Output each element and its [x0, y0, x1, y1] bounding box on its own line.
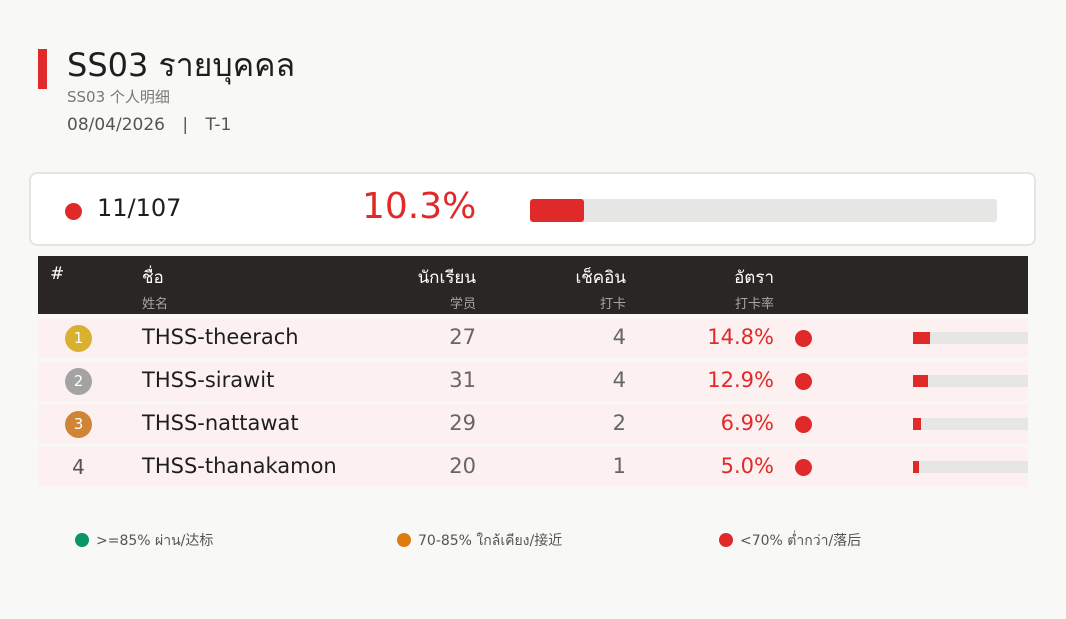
row-rate-fill	[913, 461, 919, 473]
col-rate: อัตรา 打卡率	[674, 264, 774, 312]
legend-label: 70-85% ใกล้เคียง/接近	[418, 533, 563, 549]
legend-dot-red	[719, 533, 733, 547]
col-rate-zh: 打卡率	[734, 297, 774, 312]
row-name: THSS-thanakamon	[142, 454, 337, 478]
row-rate-bar	[913, 375, 1028, 387]
row-checkins: 4	[612, 368, 626, 392]
table-row: 4 THSS-thanakamon 20 1 5.0%	[38, 447, 1028, 487]
col-checkin-th: เช็คอิน	[575, 268, 626, 288]
date-line: 08/04/2026 | T-1	[67, 115, 231, 135]
legend-item-near: 70-85% ใกล้เคียง/接近	[397, 530, 562, 552]
row-rate-fill	[913, 418, 921, 430]
row-students: 29	[449, 411, 476, 435]
rank-number: 4	[72, 455, 85, 479]
row-status-dot	[795, 330, 812, 347]
row-name: THSS-sirawit	[142, 368, 275, 392]
row-status-dot	[795, 459, 812, 476]
row-name: THSS-theerach	[142, 325, 299, 349]
col-checkin-zh: 打卡	[599, 297, 626, 312]
col-name-zh: 姓名	[142, 297, 169, 312]
col-students-zh: 学员	[449, 297, 476, 312]
summary-card: 11/107 10.3%	[29, 172, 1036, 246]
legend-item-pass: >=85% ผ่าน/达标	[75, 530, 213, 552]
title-accent-bar	[38, 49, 47, 89]
summary-percent: 10.3%	[362, 186, 477, 227]
table-row: 3 THSS-nattawat 29 2 6.9%	[38, 404, 1028, 444]
row-status-dot	[795, 373, 812, 390]
col-checkin: เช็คอิน 打卡	[526, 264, 626, 312]
report-date: 08/04/2026	[67, 115, 165, 135]
rank-badge: 3	[65, 411, 92, 438]
row-checkins: 1	[612, 454, 626, 478]
table-row: 1 THSS-theerach 27 4 14.8%	[38, 318, 1028, 358]
row-rate: 14.8%	[707, 325, 774, 349]
row-rate: 6.9%	[720, 411, 774, 435]
col-name-th: ชื่อ	[142, 268, 164, 288]
row-rate: 12.9%	[707, 368, 774, 392]
report-period: T-1	[205, 115, 232, 135]
legend-dot-orange	[397, 533, 411, 547]
row-rate-bar	[913, 461, 1028, 473]
col-name: ชื่อ 姓名	[142, 264, 168, 312]
row-checkins: 2	[612, 411, 626, 435]
summary-progress-bar	[530, 199, 997, 222]
legend-item-behind: <70% ต่ำกว่า/落后	[719, 530, 861, 552]
row-students: 31	[449, 368, 476, 392]
col-students-th: นักเรียน	[417, 268, 476, 288]
legend-dot-green	[75, 533, 89, 547]
row-students: 20	[449, 454, 476, 478]
col-students: นักเรียน 学员	[376, 264, 476, 312]
rank-badge: 2	[65, 368, 92, 395]
summary-progress-fill	[530, 199, 584, 222]
page-title: SS03 รายบุคคล	[67, 46, 296, 84]
col-rank: #	[50, 264, 65, 284]
legend-label: >=85% ผ่าน/达标	[96, 533, 214, 549]
legend-label: <70% ต่ำกว่า/落后	[740, 533, 862, 549]
row-rate-fill	[913, 332, 931, 344]
row-rate-bar	[913, 418, 1028, 430]
row-rate: 5.0%	[720, 454, 774, 478]
summary-status-dot	[65, 203, 82, 220]
row-rate-fill	[913, 375, 928, 387]
rank-badge: 1	[65, 325, 92, 352]
table-header: # ชื่อ 姓名 นักเรียน 学员 เช็คอิน 打卡 อัตรา 打…	[38, 256, 1028, 314]
row-status-dot	[795, 416, 812, 433]
date-separator: |	[182, 115, 189, 135]
row-name: THSS-nattawat	[142, 411, 299, 435]
row-students: 27	[449, 325, 476, 349]
row-checkins: 4	[612, 325, 626, 349]
summary-count: 11/107	[97, 194, 182, 222]
page-subtitle: SS03 个人明细	[67, 88, 170, 106]
row-rate-bar	[913, 332, 1028, 344]
col-rate-th: อัตรา	[734, 268, 774, 288]
table-row: 2 THSS-sirawit 31 4 12.9%	[38, 361, 1028, 401]
